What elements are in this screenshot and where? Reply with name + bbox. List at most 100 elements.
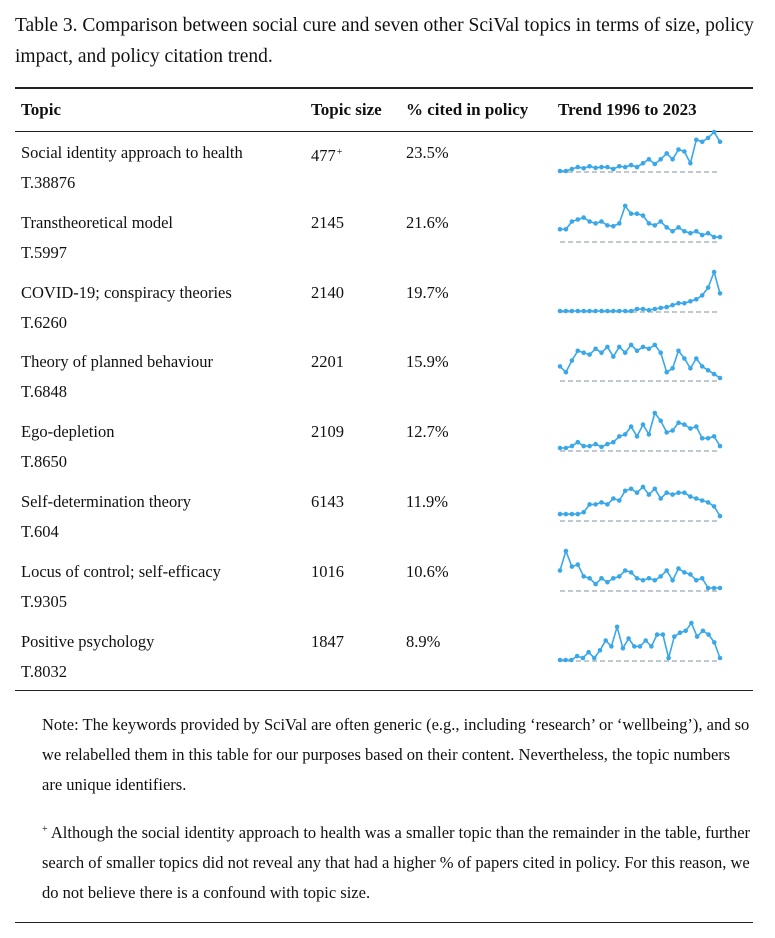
sparkline-point bbox=[705, 436, 711, 441]
table-caption: Table 3. Comparison between social cure … bbox=[15, 10, 755, 72]
sparkline-point bbox=[646, 575, 652, 581]
sparkline-point bbox=[611, 354, 616, 360]
sparkline-point bbox=[628, 308, 634, 313]
note-2-mark: + bbox=[42, 824, 48, 835]
sparkline-point bbox=[593, 502, 598, 507]
sparkline-point bbox=[557, 364, 563, 370]
sparkline-point bbox=[717, 139, 723, 145]
trend-sparkline bbox=[557, 484, 723, 522]
sparkline-point bbox=[605, 222, 610, 228]
sparkline-line bbox=[560, 411, 721, 449]
sparkline-point bbox=[599, 575, 604, 581]
sparkline-point bbox=[658, 305, 663, 310]
sparkline-point bbox=[682, 422, 687, 428]
sparkline-point bbox=[593, 441, 598, 447]
sparkline-point bbox=[637, 643, 643, 649]
sparkline-point bbox=[670, 302, 675, 307]
sparkline-point bbox=[652, 577, 658, 583]
sparkline-point bbox=[580, 655, 586, 660]
trend-sparkline bbox=[557, 620, 723, 662]
sparkline-point bbox=[652, 306, 658, 311]
sparkline-point bbox=[581, 443, 586, 449]
sparkline-point bbox=[694, 633, 700, 639]
topic-size-value: 1016 bbox=[311, 561, 344, 581]
trend-sparkline bbox=[557, 342, 723, 382]
sparkline-line bbox=[560, 130, 721, 172]
topic-size-value: 2140 bbox=[311, 282, 344, 302]
sparkline-point bbox=[605, 502, 610, 507]
topic-size: 2201 bbox=[311, 347, 344, 377]
sparkline-point bbox=[611, 575, 616, 581]
sparkline-point bbox=[569, 511, 575, 517]
sparkline-point bbox=[569, 166, 575, 172]
topic-name: Transtheoretical model T.5997 bbox=[21, 208, 173, 268]
sparkline-point bbox=[575, 562, 581, 567]
sparkline-point bbox=[640, 422, 646, 428]
sparkline-point bbox=[622, 203, 628, 208]
table-row: COVID-19; conspiracy theories T.6260 2140 1… bbox=[0, 269, 775, 348]
sparkline-point bbox=[605, 441, 610, 447]
sparkline-point bbox=[622, 432, 628, 437]
sparkline-point bbox=[575, 164, 581, 170]
topic-title: COVID-19; conspiracy theories bbox=[21, 282, 232, 302]
sparkline-line bbox=[560, 485, 721, 517]
note-2-text: Although the social identity approach to… bbox=[42, 823, 751, 902]
sparkline-point bbox=[705, 500, 711, 505]
sparkline-point bbox=[563, 168, 569, 174]
sparkline-point bbox=[599, 350, 604, 356]
sparkline-point bbox=[593, 346, 598, 352]
sparkline-point bbox=[646, 492, 652, 497]
sparkline-point bbox=[622, 164, 628, 170]
sparkline-point bbox=[592, 655, 597, 660]
sparkline-point bbox=[683, 628, 688, 633]
sparkline-point bbox=[587, 502, 592, 507]
sparkline-point bbox=[652, 486, 658, 492]
sparkline-point bbox=[660, 631, 666, 637]
sparkline-point bbox=[652, 222, 658, 228]
sparkline-point bbox=[628, 162, 634, 168]
sparkline-point bbox=[677, 629, 683, 635]
topic-id: T.8032 bbox=[21, 661, 67, 681]
header-rule bbox=[15, 131, 753, 132]
table-row: Transtheoretical model T.5997 2145 21.6% bbox=[0, 203, 775, 278]
sparkline-point bbox=[658, 218, 663, 224]
sparkline-point bbox=[682, 356, 687, 362]
sparkline-point bbox=[688, 571, 693, 577]
sparkline-point bbox=[711, 585, 717, 591]
sparkline-point bbox=[563, 657, 568, 662]
sparkline-point bbox=[605, 344, 610, 350]
sparkline-point bbox=[634, 211, 640, 216]
topic-id: T.5997 bbox=[21, 242, 67, 262]
topic-id: T.9305 bbox=[21, 591, 67, 611]
sparkline-point bbox=[699, 575, 705, 581]
sparkline-point bbox=[575, 348, 581, 354]
sparkline-point bbox=[569, 218, 575, 224]
sparkline-point bbox=[717, 234, 723, 240]
sparkline-point bbox=[699, 436, 705, 441]
sparkline-point bbox=[676, 224, 681, 230]
sparkline-point bbox=[664, 224, 669, 230]
sparkline-point bbox=[717, 290, 723, 296]
topic-id: T.6260 bbox=[21, 312, 67, 332]
sparkline-point bbox=[676, 565, 681, 571]
topic-size: 2140 bbox=[311, 278, 344, 308]
topic-size: 1847 bbox=[311, 627, 344, 657]
policy-pct: 21.6% bbox=[406, 212, 449, 232]
sparkline-point bbox=[563, 370, 569, 375]
sparkline-point bbox=[646, 157, 652, 162]
sparkline-point bbox=[699, 364, 705, 370]
sparkline-point bbox=[694, 356, 699, 362]
sparkline-point bbox=[705, 368, 711, 373]
sparkline-point bbox=[664, 151, 669, 156]
sparkline-point bbox=[699, 232, 705, 238]
table-row: Self-determination theory T.604 6143 11.9% bbox=[0, 484, 775, 557]
table-row: Social identity approach to health T.3887… bbox=[0, 129, 775, 208]
topic-title: Ego-depletion bbox=[21, 422, 115, 442]
topic-id: T.604 bbox=[21, 522, 59, 541]
trend-sparkline bbox=[557, 203, 723, 243]
sparkline-point bbox=[688, 494, 693, 499]
sparkline-point bbox=[652, 410, 658, 416]
sparkline-line bbox=[560, 204, 720, 238]
sparkline-point bbox=[705, 284, 711, 290]
sparkline-point bbox=[634, 164, 640, 170]
